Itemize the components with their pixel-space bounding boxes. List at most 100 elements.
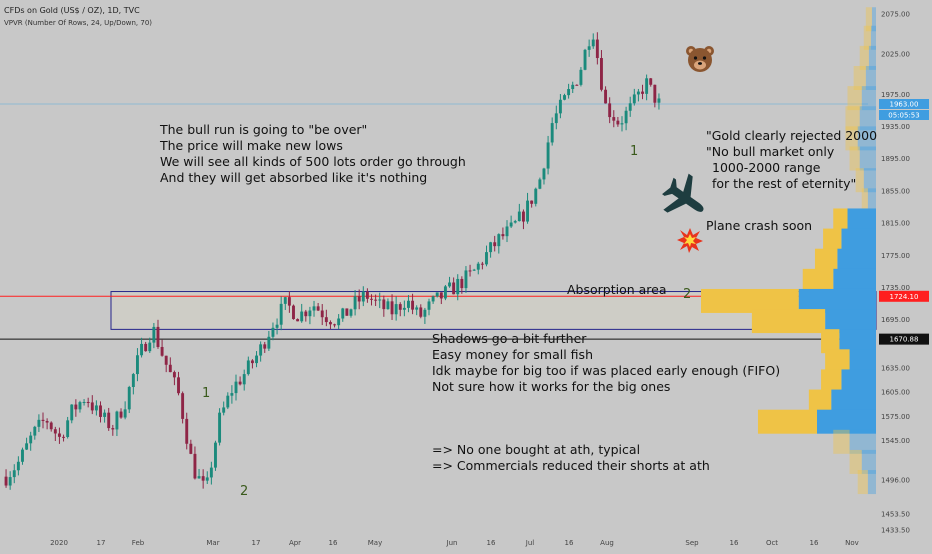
price-axis-label: 1545.00 <box>881 437 910 445</box>
candle-body <box>353 296 357 310</box>
candle-body <box>131 374 135 388</box>
candle-body <box>292 305 295 320</box>
candle-body <box>604 89 608 104</box>
volume-bar-up <box>841 228 876 253</box>
volume-bar-up <box>831 389 876 414</box>
time-axis-label: Sep <box>685 539 699 547</box>
time-axis-label: 16 <box>565 539 574 547</box>
volume-bar-up <box>798 288 876 313</box>
candle-body <box>214 442 217 468</box>
candle-body <box>168 364 172 373</box>
annotation-line: for the rest of eternity" <box>712 176 856 191</box>
candle-body <box>575 84 579 86</box>
candle-body <box>148 342 152 352</box>
price-axis-label: 1695.00 <box>881 316 910 324</box>
annotation-top-right: "Gold clearly rejected 2000" "No bull ma… <box>706 128 883 191</box>
candle-body <box>181 393 185 419</box>
candle-body <box>4 476 8 486</box>
candle-body <box>653 84 657 103</box>
candle-body <box>472 269 476 271</box>
volume-bar-up <box>857 126 876 151</box>
absorption-area-label: Absorption area <box>567 282 667 297</box>
candle-body <box>600 58 603 90</box>
candle-body <box>300 311 304 322</box>
time-axis[interactable] <box>0 532 878 550</box>
candle-body <box>526 200 529 222</box>
price-axis[interactable] <box>878 0 932 550</box>
volume-bar-up <box>870 25 876 50</box>
candle-body <box>464 270 468 289</box>
red-level-value: 1724.10 <box>890 293 919 301</box>
candle-body <box>209 467 213 478</box>
candle-body <box>66 420 70 437</box>
volume-bar-down <box>701 288 799 313</box>
candle-body <box>382 299 386 310</box>
candle-body <box>439 292 443 299</box>
candle-body <box>263 344 267 349</box>
annotation-line: The bull run is going to "be over" <box>159 122 367 137</box>
candle-body <box>127 387 131 410</box>
volume-bar-up <box>849 349 876 374</box>
candle-body <box>345 308 349 316</box>
price-axis-label: 2025.00 <box>881 51 910 59</box>
candle-body <box>365 291 369 299</box>
price-axis-label: 1433.50 <box>881 527 910 535</box>
candle-body <box>645 78 649 94</box>
annotation-line: And they will get absorbed like it's not… <box>160 170 427 185</box>
candle-body <box>591 39 595 47</box>
annotation-top-left: The bull run is going to "be over" The p… <box>159 122 466 185</box>
time-axis-label: 16 <box>730 539 739 547</box>
candle-body <box>160 346 164 356</box>
candle-body <box>25 443 29 450</box>
candle-body <box>513 221 517 223</box>
candle-body <box>222 407 226 413</box>
price-axis-labels: 2075.00 2025.00 1975.00 1935.00 1895.00 1855.… <box>881 10 910 534</box>
candle-body <box>41 419 45 421</box>
countdown-tag <box>879 110 929 121</box>
candle-body <box>304 311 308 317</box>
candle-body <box>250 360 254 364</box>
candle-body <box>296 319 300 322</box>
annotation-line: "Gold clearly rejected 2000" <box>706 128 883 143</box>
time-axis-label: Jul <box>525 539 535 547</box>
candle-body <box>558 99 562 114</box>
candle-body <box>103 412 107 417</box>
volume-bar-down <box>833 208 848 233</box>
candle-body <box>415 307 419 310</box>
candle-body <box>16 461 20 471</box>
bear-face-icon <box>686 46 714 72</box>
volume-bar-up <box>837 248 876 273</box>
candle-body <box>579 69 583 85</box>
volume-bar-down <box>802 268 834 293</box>
candle-body <box>234 381 238 394</box>
time-axis-label: 16 <box>810 539 819 547</box>
candle-body <box>140 343 144 356</box>
volume-bar-up <box>868 45 876 70</box>
candle-body <box>521 211 525 222</box>
candle-body <box>156 326 160 347</box>
candle-body <box>407 300 410 308</box>
candle-body <box>74 404 78 410</box>
annotation-line: Easy money for small fish <box>432 347 593 362</box>
annotation-middle: Shadows go a bit further Easy money for … <box>432 331 780 394</box>
candle-body <box>53 429 57 434</box>
volume-bar-down <box>849 449 862 474</box>
candle-body <box>538 179 542 189</box>
candle-body <box>460 278 464 289</box>
volume-bar-down <box>825 349 850 374</box>
price-axis-label: 1775.00 <box>881 252 910 260</box>
volume-bar-down <box>857 470 868 495</box>
candle-body <box>546 142 550 169</box>
indicator-label: VPVR (Number Of Rows, 24, Up/Down, 70) <box>4 19 152 27</box>
candle-body <box>242 374 246 385</box>
annotation-line: Not sure how it works for the big ones <box>432 379 670 394</box>
candle-body <box>279 303 283 325</box>
candle-body <box>328 322 332 325</box>
candle-body <box>649 78 653 85</box>
candle-body <box>308 310 312 317</box>
price-axis-label: 1815.00 <box>881 220 910 228</box>
candle-body <box>427 301 431 310</box>
black-level-tag <box>879 333 929 345</box>
